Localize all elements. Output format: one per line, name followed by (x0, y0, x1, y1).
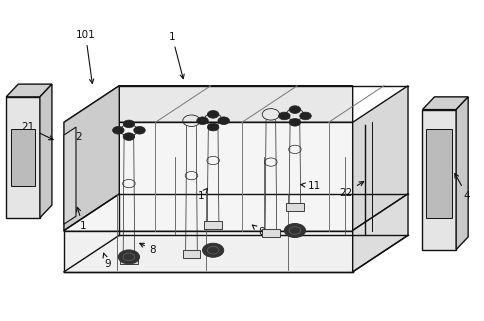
Polygon shape (204, 221, 222, 229)
Polygon shape (353, 194, 408, 272)
Polygon shape (423, 97, 468, 109)
Polygon shape (64, 230, 353, 272)
Circle shape (279, 112, 290, 120)
Text: 1: 1 (198, 188, 208, 201)
Circle shape (202, 243, 224, 257)
Polygon shape (64, 127, 76, 224)
Polygon shape (426, 129, 452, 218)
Polygon shape (6, 97, 40, 218)
Polygon shape (286, 204, 303, 212)
Polygon shape (456, 97, 468, 250)
Polygon shape (353, 86, 408, 230)
Polygon shape (183, 250, 200, 257)
Polygon shape (120, 256, 137, 264)
Circle shape (300, 112, 311, 120)
Circle shape (197, 117, 208, 125)
Polygon shape (64, 122, 353, 230)
Text: 8: 8 (252, 225, 265, 237)
Circle shape (289, 106, 301, 113)
Polygon shape (11, 129, 35, 186)
Circle shape (218, 117, 229, 125)
Text: 1: 1 (169, 31, 184, 79)
Text: 8: 8 (140, 243, 156, 255)
Polygon shape (64, 86, 119, 230)
Text: 4: 4 (455, 174, 470, 201)
Circle shape (289, 118, 301, 126)
Text: 11: 11 (301, 181, 321, 191)
Text: 3: 3 (10, 149, 17, 159)
Circle shape (113, 126, 124, 134)
Polygon shape (40, 84, 52, 218)
Polygon shape (6, 84, 52, 97)
Circle shape (123, 133, 135, 141)
Circle shape (118, 250, 139, 264)
Text: 1: 1 (76, 207, 87, 231)
Circle shape (134, 126, 145, 134)
Polygon shape (262, 229, 280, 237)
Polygon shape (64, 86, 353, 122)
Circle shape (284, 223, 305, 238)
Text: 9: 9 (103, 253, 110, 269)
Circle shape (207, 123, 219, 131)
Text: 101: 101 (76, 30, 95, 83)
Circle shape (123, 120, 135, 128)
Text: 21: 21 (21, 122, 53, 140)
Text: 22: 22 (339, 182, 363, 197)
Polygon shape (423, 109, 456, 250)
Circle shape (207, 110, 219, 118)
Text: 2: 2 (71, 132, 82, 151)
